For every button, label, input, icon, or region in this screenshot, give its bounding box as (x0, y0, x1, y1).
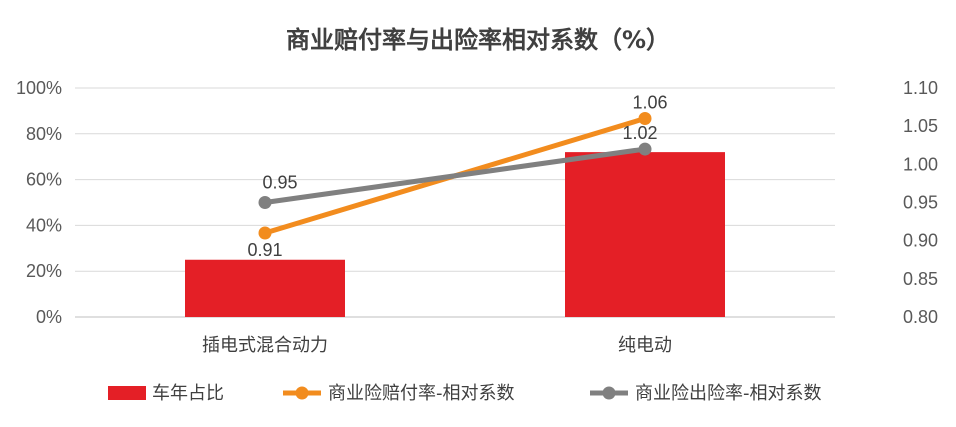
line-series: 0.91 1.06 0.95 1.02 (247, 93, 667, 260)
legend: 车年占比 商业险赔付率-相对系数 商业险出险率-相对系数 (108, 383, 822, 404)
left-tick-label: 80% (26, 124, 62, 144)
bar-series (185, 152, 725, 317)
data-label: 0.91 (247, 240, 282, 260)
right-tick-label: 1.00 (903, 154, 938, 174)
legend-swatch-marker (602, 386, 616, 400)
bar (185, 259, 345, 317)
left-tick-label: 0% (36, 307, 62, 327)
right-tick-label: 1.10 (903, 78, 938, 98)
series-point (258, 196, 272, 209)
left-tick-label: 60% (26, 170, 62, 190)
legend-label: 商业险赔付率-相对系数 (328, 383, 515, 404)
left-axis: 0% 20% 40% 60% 80% 100% (16, 78, 62, 327)
chart-title: 商业赔付率与出险率相对系数（%） (286, 26, 670, 54)
legend-label: 车年占比 (152, 383, 224, 404)
category-axis: 插电式混合动力 纯电动 (202, 335, 672, 356)
data-label: 1.02 (622, 123, 657, 143)
right-tick-label: 0.80 (903, 307, 938, 327)
legend-label: 商业险出险率-相对系数 (635, 383, 822, 404)
legend-swatch (108, 386, 146, 400)
series-line (262, 146, 648, 205)
series-point (638, 142, 652, 156)
right-tick-label: 0.85 (903, 269, 938, 289)
left-tick-label: 40% (26, 215, 62, 235)
bar (565, 152, 725, 317)
right-axis: 0.80 0.85 0.90 0.95 1.00 1.05 1.10 (903, 78, 938, 327)
category-label: 纯电动 (618, 335, 672, 356)
category-label: 插电式混合动力 (202, 335, 328, 356)
legend-swatch-marker (295, 386, 309, 400)
left-tick-label: 20% (26, 261, 62, 281)
left-tick-label: 100% (16, 78, 62, 98)
series-point (638, 112, 652, 126)
right-tick-label: 0.90 (903, 231, 938, 251)
data-label: 0.95 (262, 173, 297, 193)
right-tick-label: 1.05 (903, 116, 938, 136)
right-tick-label: 0.95 (903, 193, 938, 213)
series-point (258, 226, 272, 240)
data-label: 1.06 (632, 93, 667, 113)
